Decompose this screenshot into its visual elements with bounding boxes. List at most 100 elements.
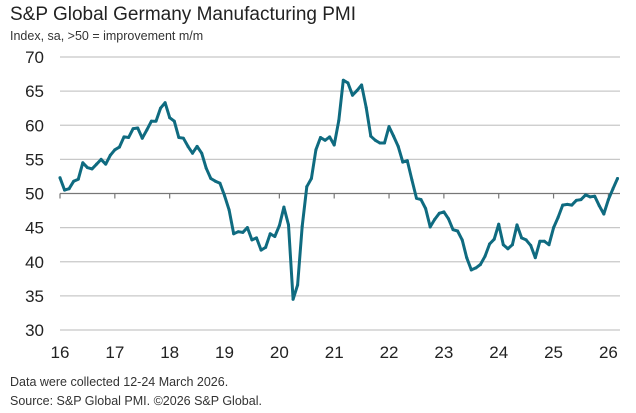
data-point xyxy=(552,226,556,230)
data-point xyxy=(497,222,501,226)
data-point xyxy=(255,236,259,240)
x-tick-label: 25 xyxy=(544,343,563,362)
data-point xyxy=(323,138,327,142)
data-point xyxy=(213,179,217,183)
data-point xyxy=(181,136,185,140)
data-point xyxy=(81,161,85,165)
data-point xyxy=(442,210,446,214)
y-tick-label: 35 xyxy=(25,287,44,306)
y-tick-label: 65 xyxy=(25,82,44,101)
data-point xyxy=(574,198,578,202)
data-point xyxy=(424,207,428,211)
data-point xyxy=(396,144,400,148)
data-point xyxy=(364,106,368,110)
data-point xyxy=(378,141,382,145)
data-point xyxy=(341,78,345,82)
data-point xyxy=(209,176,213,180)
data-point xyxy=(186,144,190,148)
data-point xyxy=(273,234,277,238)
data-point xyxy=(241,230,245,234)
data-point xyxy=(524,238,528,242)
data-point xyxy=(99,157,103,161)
data-point xyxy=(414,196,418,200)
data-point xyxy=(456,229,460,233)
x-tick-label: 16 xyxy=(51,343,70,362)
data-point xyxy=(195,144,199,148)
data-point xyxy=(570,203,574,207)
data-point xyxy=(401,160,405,164)
data-point xyxy=(58,176,62,180)
data-point xyxy=(428,225,432,229)
y-tick-label: 45 xyxy=(25,219,44,238)
data-point xyxy=(63,188,67,192)
data-point xyxy=(250,238,254,242)
data-point xyxy=(277,224,281,228)
y-tick-label: 30 xyxy=(25,321,44,340)
x-tick-label: 20 xyxy=(270,343,289,362)
data-point xyxy=(223,194,227,198)
data-point xyxy=(204,166,208,170)
data-point xyxy=(584,193,588,197)
x-tick-label: 22 xyxy=(380,343,399,362)
data-point xyxy=(309,176,313,180)
data-point xyxy=(218,181,222,185)
data-point xyxy=(95,162,99,166)
data-point xyxy=(579,198,583,202)
data-point xyxy=(360,83,364,87)
data-point xyxy=(291,297,295,301)
data-point xyxy=(282,205,286,209)
data-point xyxy=(140,136,144,140)
data-point xyxy=(337,118,341,122)
data-point xyxy=(318,136,322,140)
data-point xyxy=(145,128,149,132)
data-point xyxy=(131,127,135,131)
chart-title: S&P Global Germany Manufacturing PMI xyxy=(10,4,357,25)
y-tick-label: 55 xyxy=(25,150,44,169)
data-point xyxy=(76,177,80,181)
data-point xyxy=(469,268,473,272)
data-point xyxy=(154,119,158,123)
data-point xyxy=(419,198,423,202)
data-point xyxy=(149,119,153,123)
data-point xyxy=(561,203,565,207)
gridlines xyxy=(60,56,620,331)
data-point xyxy=(465,256,469,260)
x-axis: 16 17 18 19 20 21 22 23 24 25 26 xyxy=(51,192,620,362)
data-point xyxy=(392,134,396,138)
data-point xyxy=(268,232,272,236)
x-tick-label: 24 xyxy=(489,343,508,362)
data-point xyxy=(177,136,181,140)
source-note: Source: S&P Global PMI. ©2026 S&P Global… xyxy=(10,394,262,408)
data-point xyxy=(72,179,76,183)
data-point xyxy=(117,145,121,149)
data-point xyxy=(515,223,519,227)
data-point xyxy=(510,243,514,247)
x-tick-label: 21 xyxy=(325,343,344,362)
data-point xyxy=(529,243,533,247)
data-point xyxy=(172,119,176,123)
data-point xyxy=(520,236,524,240)
data-point xyxy=(136,126,140,130)
chart-subtitle: Index, sa, >50 = improvement m/m xyxy=(10,29,204,43)
x-tick-label: 19 xyxy=(215,343,234,362)
x-tick-label: 17 xyxy=(105,343,124,362)
data-point xyxy=(127,136,131,140)
y-tick-label: 50 xyxy=(25,185,44,204)
data-point xyxy=(287,223,290,227)
data-point xyxy=(191,151,195,155)
data-point xyxy=(616,176,620,180)
data-point xyxy=(355,88,359,92)
data-point xyxy=(501,243,505,247)
data-point xyxy=(492,237,496,241)
data-collection-note: Data were collected 12-24 March 2026. xyxy=(10,375,229,389)
data-point xyxy=(565,202,569,206)
data-point xyxy=(264,245,268,249)
data-point xyxy=(588,195,592,199)
data-point xyxy=(611,187,615,191)
data-point xyxy=(159,106,163,110)
data-point xyxy=(483,254,487,258)
data-point xyxy=(542,239,546,243)
y-tick-label: 60 xyxy=(25,116,44,135)
data-point xyxy=(168,116,172,120)
data-point xyxy=(410,178,414,182)
